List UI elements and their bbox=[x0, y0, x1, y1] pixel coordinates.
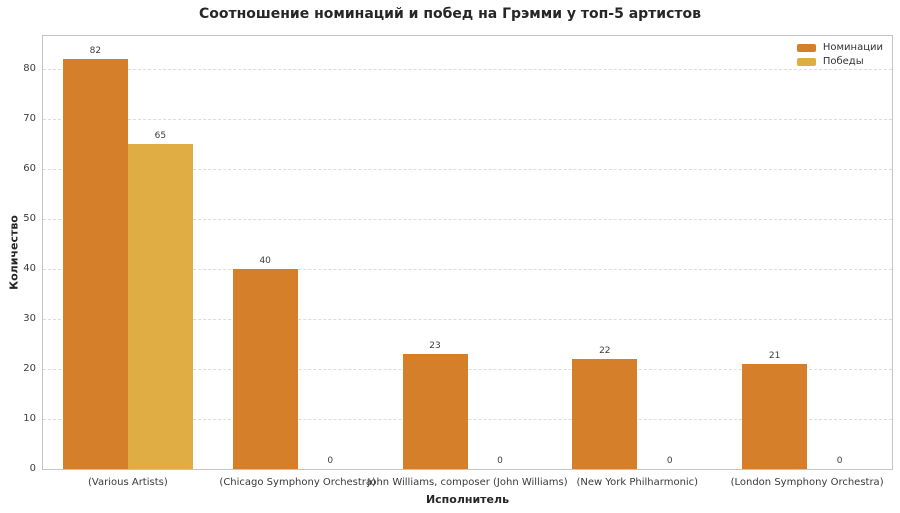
bar-value-Номинации-3: 22 bbox=[599, 345, 611, 356]
chart-title: Соотношение номинаций и побед на Грэмми … bbox=[198, 6, 701, 22]
plot-area: 82 65 40 0 23 0 22 0 21 0 Номинации Победы bbox=[42, 35, 893, 470]
x-axis-title: Исполнитель bbox=[425, 493, 510, 506]
bar-Номинации-4 bbox=[742, 363, 808, 469]
y-tick-20: 20 bbox=[23, 362, 36, 374]
y-tick-30: 30 bbox=[23, 312, 36, 324]
x-tick-3: (New York Philharmonic) bbox=[576, 477, 699, 488]
bar-value-Победы-4: 0 bbox=[836, 456, 843, 466]
legend-label-Победы: Победы bbox=[822, 56, 864, 67]
bar-value-Номинации-2: 23 bbox=[429, 340, 441, 351]
gridline-50 bbox=[43, 218, 892, 220]
gridline-30 bbox=[43, 318, 892, 320]
bar-value-Победы-1: 0 bbox=[327, 456, 334, 466]
y-tick-60: 60 bbox=[23, 162, 36, 174]
y-axis-ticks: 0 10 20 30 40 50 60 70 80 bbox=[0, 35, 36, 474]
bar-Номинации-0 bbox=[62, 58, 128, 469]
y-tick-50: 50 bbox=[23, 212, 36, 224]
gridline-20 bbox=[43, 368, 892, 370]
bar-value-Победы-2: 0 bbox=[497, 456, 503, 466]
bar-Номинации-3 bbox=[572, 358, 638, 469]
bar-value-Победы-3: 0 bbox=[666, 456, 673, 466]
gridline-10 bbox=[43, 418, 892, 420]
bar-value-Победы-0: 65 bbox=[154, 130, 167, 141]
bar-Номинации-2 bbox=[402, 353, 468, 469]
legend-label-Номинации: Номинации bbox=[822, 42, 883, 53]
gridline-40 bbox=[43, 268, 892, 270]
gridline-80 bbox=[43, 68, 892, 70]
y-tick-0: 0 bbox=[29, 463, 36, 474]
y-tick-80: 80 bbox=[23, 62, 36, 74]
bar-Номинации-1 bbox=[232, 268, 298, 469]
legend-row-Номинации: Номинации bbox=[796, 42, 883, 53]
legend-swatch-Победы bbox=[796, 57, 816, 66]
bar-Победы-0 bbox=[127, 143, 193, 469]
gridline-70 bbox=[43, 118, 892, 120]
y-tick-10: 10 bbox=[23, 412, 36, 424]
x-tick-2: John Williams, composer (John Williams) bbox=[367, 477, 568, 488]
x-tick-0: (Various Artists) bbox=[88, 477, 168, 488]
y-tick-70: 70 bbox=[23, 112, 36, 124]
y-tick-40: 40 bbox=[23, 262, 36, 274]
bar-value-Номинации-1: 40 bbox=[259, 255, 271, 266]
legend: Номинации Победы bbox=[796, 42, 883, 67]
x-tick-4: (London Symphony Orchestra) bbox=[730, 477, 884, 488]
x-tick-1: (Chicago Symphony Orchestra) bbox=[219, 477, 376, 488]
legend-swatch-Номинации bbox=[796, 43, 816, 52]
x-axis-labels: (Various Artists) (Chicago Symphony Orche… bbox=[42, 477, 893, 491]
legend-row-Победы: Победы bbox=[796, 56, 883, 67]
bar-value-Номинации-0: 82 bbox=[89, 45, 102, 56]
bar-value-Номинации-4: 21 bbox=[768, 350, 781, 361]
gridline-60 bbox=[43, 168, 892, 170]
